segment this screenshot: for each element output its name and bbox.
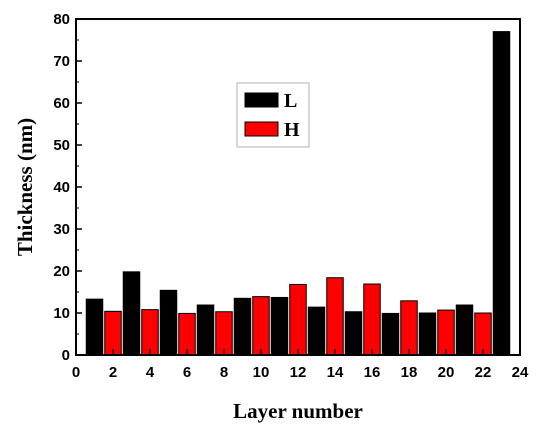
bar-L-layer-21 <box>455 304 474 356</box>
bar-H-layer-12 <box>289 283 307 356</box>
x-tick-label: 22 <box>475 364 492 381</box>
bar-L-layer-17 <box>381 312 400 356</box>
bars-layer <box>85 31 511 356</box>
legend: LH <box>236 82 310 148</box>
legend-swatch-L <box>244 92 279 108</box>
x-tick-label: 14 <box>327 364 344 381</box>
bar-L-layer-19 <box>418 312 437 356</box>
bar-L-layer-9 <box>233 297 252 356</box>
bar-H-layer-16 <box>363 283 381 356</box>
bar-H-layer-22 <box>474 312 492 356</box>
bar-H-layer-6 <box>178 312 196 356</box>
bar-L-layer-1 <box>85 298 104 356</box>
x-tick-label: 12 <box>290 364 307 381</box>
x-tick-label: 18 <box>401 364 418 381</box>
y-tick-label: 0 <box>62 347 70 364</box>
x-axis-title: Layer number <box>233 399 363 423</box>
y-tick-label: 40 <box>53 179 70 196</box>
bar-L-layer-3 <box>122 271 141 356</box>
x-tick-label: 6 <box>183 364 191 381</box>
bar-H-layer-10 <box>252 296 270 356</box>
bar-H-layer-4 <box>141 309 159 356</box>
x-tick-label: 0 <box>72 364 80 381</box>
y-tick-label: 50 <box>53 137 70 154</box>
bar-H-layer-18 <box>400 300 418 356</box>
x-tick-label: 16 <box>364 364 381 381</box>
x-tick-label: 10 <box>253 364 270 381</box>
bar-H-layer-8 <box>215 311 233 356</box>
x-tick-label: 8 <box>220 364 228 381</box>
x-tick-label: 4 <box>146 364 155 381</box>
bar-H-layer-20 <box>437 309 455 356</box>
bar-L-layer-11 <box>270 296 289 356</box>
y-axis-title: Thickness (nm) <box>13 118 37 256</box>
x-tick-label: 20 <box>438 364 455 381</box>
x-tick-label: 2 <box>109 364 117 381</box>
legend-label-H: H <box>284 119 300 141</box>
y-tick-label: 10 <box>53 305 70 322</box>
bar-H-layer-2 <box>104 310 122 356</box>
y-tick-label: 30 <box>53 221 70 238</box>
y-tick-label: 70 <box>53 53 70 70</box>
legend-swatch-H <box>244 121 279 137</box>
x-tick-label: 24 <box>512 364 529 381</box>
bar-L-layer-13 <box>307 306 326 356</box>
bar-L-layer-5 <box>159 289 178 356</box>
bar-L-layer-23 <box>492 31 511 356</box>
y-tick-label: 60 <box>53 95 70 112</box>
legend-label-L: L <box>284 90 297 112</box>
bar-L-layer-15 <box>344 311 363 356</box>
plot-frame <box>75 18 521 356</box>
bar-L-layer-7 <box>196 304 215 356</box>
bar-H-layer-14 <box>326 277 344 356</box>
y-tick-label: 80 <box>53 11 70 28</box>
y-tick-label: 20 <box>53 263 70 280</box>
